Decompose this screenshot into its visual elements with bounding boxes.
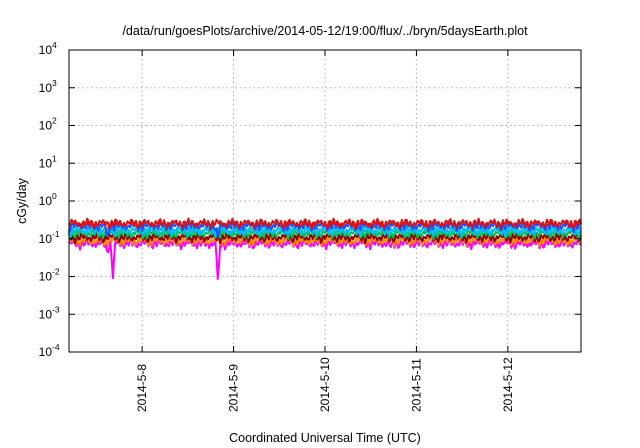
x-tick-label: 2014-5-8 <box>135 364 149 412</box>
series-layer <box>68 217 582 280</box>
y-tick-exponent: 4 <box>52 40 57 50</box>
series-line <box>68 235 582 248</box>
y-tick-exponent: 3 <box>52 78 57 88</box>
y-tick-base: 10 <box>39 270 53 284</box>
y-tick-exponent: 2 <box>52 116 57 126</box>
y-tick-exponent: -1 <box>52 229 60 239</box>
y-tick-exponent: -4 <box>52 342 60 352</box>
y-tick-label: 10 3 <box>39 78 57 95</box>
y-tick-base: 10 <box>39 194 53 208</box>
y-tick-label: 10 -1 <box>39 229 60 246</box>
y-tick-base: 10 <box>39 156 53 170</box>
y-tick-base: 10 <box>39 307 53 321</box>
x-tick-label: 2014-5-12 <box>501 357 515 412</box>
y-tick-base: 10 <box>39 232 53 246</box>
y-tick-label: 10 -2 <box>39 267 60 284</box>
x-axis: 2014-5-8 2014-5-9 2014-5-10 2014-5-11 2014-5… <box>135 50 515 412</box>
y-tick-label: 10 1 <box>39 153 57 170</box>
y-tick-label: 10 -3 <box>39 304 60 321</box>
y-tick-base: 10 <box>39 43 53 57</box>
y-tick-exponent: -2 <box>52 267 60 277</box>
series-line <box>68 238 582 280</box>
y-axis-label: cGy/day <box>15 177 29 224</box>
y-tick-exponent: 1 <box>52 153 57 163</box>
y-tick-label: 10 2 <box>39 116 57 133</box>
y-tick-label: 10 0 <box>39 191 57 208</box>
chart-title: /data/run/goesPlots/archive/2014-05-12/1… <box>122 24 528 38</box>
y-tick-label: 10 -4 <box>39 342 60 359</box>
series-line <box>68 224 582 238</box>
y-tick-label: 10 4 <box>39 40 57 57</box>
y-tick-base: 10 <box>39 119 53 133</box>
x-tick-label: 2014-5-10 <box>318 357 332 412</box>
y-tick-exponent: 0 <box>52 191 57 201</box>
y-tick-base: 10 <box>39 81 53 95</box>
x-axis-label: Coordinated Universal Time (UTC) <box>229 431 421 445</box>
x-tick-label: 2014-5-9 <box>227 364 241 412</box>
y-tick-base: 10 <box>39 345 53 359</box>
x-tick-label: 2014-5-11 <box>409 358 423 412</box>
y-tick-exponent: -3 <box>52 304 60 314</box>
series-line <box>68 217 582 231</box>
grid <box>69 50 581 352</box>
